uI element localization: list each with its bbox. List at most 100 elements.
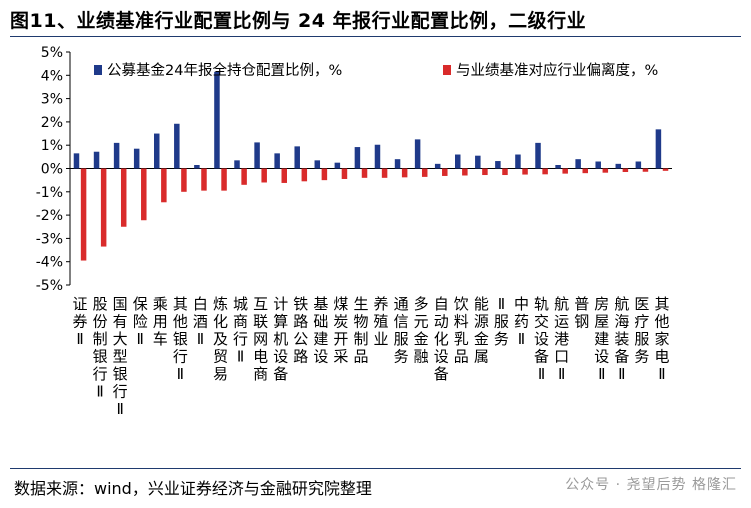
series-1-bar [374,144,381,169]
series-1-bar [575,159,581,169]
y-tick-label: 0% [41,162,63,178]
series-2-bar [361,168,368,178]
x-tick-label: 国有大型银行 Ⅱ [113,295,128,418]
series-2-bar [562,168,568,174]
series-1-bar [394,159,401,169]
x-tick-label: 多元金融 [414,295,429,366]
x-tick-label: 饮料乳品 [454,295,469,366]
y-tick-label: 2% [41,115,63,131]
series-1-bar [535,142,541,169]
watermark-text: 公众号 · 尧望后势 格隆汇 [565,477,737,493]
series-1-bar [455,154,461,169]
y-tick-label: -1% [36,185,63,201]
x-tick-label: 计算机设备 [273,295,288,383]
series-2-bar [421,168,428,177]
bar-chart: 5% 4% 3% 2% 1% 0% -1% -2% -3% -4% -5% 证券 Ⅱ 股份制银行 Ⅱ 国有大… [36,45,672,418]
legend-swatch-series-1 [94,65,102,75]
legend-label-series-1: 公募基金24年报全持仓配置比例，% [107,61,342,79]
y-tick-label: 1% [41,138,63,154]
series-2-bar [100,168,107,247]
series-2-bar [502,168,508,176]
y-tick-label: 4% [41,68,63,84]
x-tick-label: 基础建设 [313,295,328,366]
x-tick-label: 其他银行 Ⅱ [173,295,188,383]
y-tick-label: -3% [36,231,63,247]
y-tick-label: -4% [36,255,63,271]
series-2-bar [341,168,348,179]
x-tick-label: 白酒 Ⅱ [193,295,208,348]
series-2-bar [301,168,308,182]
series-2-bar [321,168,328,181]
x-tick-label: 城商行 Ⅱ [233,295,248,366]
source-note: 数据来源：wind，兴业证券经济与金融研究院整理 [14,479,372,498]
series-1-bar [113,142,120,169]
series-1-bar [354,147,361,169]
x-tick-label: 房屋建设 Ⅱ [594,295,609,383]
series-1-bar [475,155,481,169]
series-2-bar [80,168,87,261]
legend-label-series-2: 与业绩基准对应行业偏离度，% [456,61,658,79]
x-tick-label: 航海装备 Ⅱ [614,295,629,383]
x-tick-label: 轨交设备 Ⅱ [534,295,549,383]
series-1-bar [93,151,100,169]
series-1-bar [254,142,260,169]
series-1-bar [133,148,140,169]
series-2-bars [80,168,669,261]
series-2-bar [582,168,588,174]
x-tick-label: 铁路公路 [293,295,308,366]
series-2-bar [381,168,388,178]
series-2-bar [622,168,629,172]
y-tick-label: -2% [36,208,63,224]
series-2-bar [462,168,468,176]
footer-divider [10,468,741,469]
series-1-bar [655,129,662,169]
x-tick-label: 养殖业 [374,295,389,348]
series-1-bar [154,133,160,169]
series-1-bar [615,163,622,169]
series-1-bar [595,161,601,169]
series-1-bars [73,71,662,169]
series-1-bar [414,139,421,169]
legend: 公募基金24年报全持仓配置比例，% 与业绩基准对应行业偏离度，% [94,61,658,79]
series-1-bar [334,162,341,169]
series-2-bar [482,168,488,176]
series-2-bar [401,168,408,178]
series-2-bar [542,168,548,175]
y-axis: 5% 4% 3% 2% 1% 0% -1% -2% -3% -4% -5% [36,45,672,294]
series-1-bar [214,71,220,169]
series-1-bar [434,163,441,169]
series-2-bar [281,168,287,183]
series-2-bar [261,168,267,183]
series-1-bar [174,123,180,169]
series-1-bar [495,161,501,169]
x-tick-label: 通信服务 [394,295,409,366]
x-tick-label: Ⅱ 服务 [494,295,509,348]
series-2-bar [181,168,187,192]
series-2-bar [602,168,609,173]
x-tick-label: 生物制品 [353,295,368,366]
x-tick-label: 炼化及贸易 [213,295,228,383]
series-2-bar [662,168,669,171]
title-divider [10,36,741,37]
x-tick-label: 保险 Ⅱ [133,295,148,348]
page-title: 图11、业绩基准行业配置比例与 24 年报行业配置比例，二级行业 [10,10,587,32]
series-2-bar [522,168,528,175]
x-tick-label: 普钢 [574,295,589,331]
x-tick-label: 其他家电 Ⅱ [654,295,669,383]
series-1-bar [555,165,561,169]
y-tick-label: 5% [41,45,63,61]
series-1-bar [274,153,280,169]
series-2-bar [141,168,147,221]
series-2-bar [221,168,227,191]
series-1-bar [194,165,200,169]
series-2-bar [442,168,448,176]
x-tick-label: 医疗服务 [634,295,649,366]
series-2-bar [161,168,167,203]
legend-swatch-series-2 [443,65,451,75]
x-tick-label: 互联网电商 [253,295,268,383]
x-tick-label: 自动化设备 [434,295,449,383]
series-2-bar [201,168,207,191]
series-1-bar [294,146,300,169]
series-1-bar [314,160,321,169]
